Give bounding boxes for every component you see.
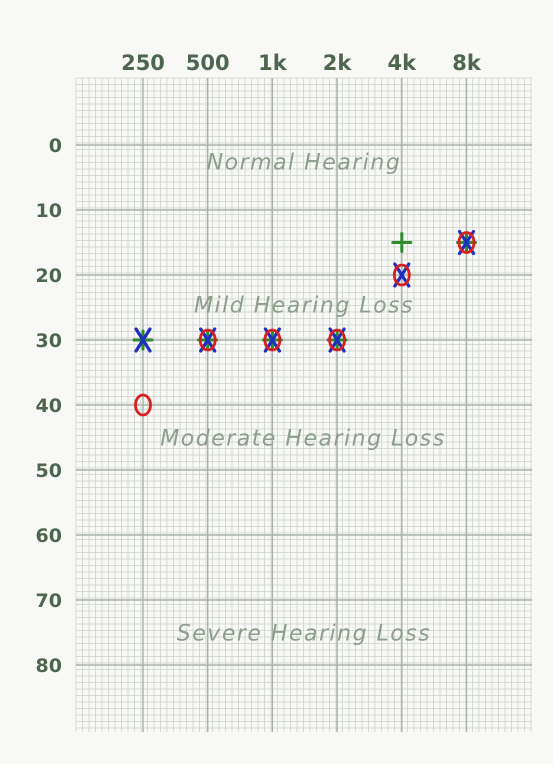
y-tick-label: 20 xyxy=(36,265,62,287)
marker-o xyxy=(392,263,411,287)
x-tick-label: 2k xyxy=(323,51,353,75)
y-axis-tick-labels: 0 10 20 30 40 50 60 70 80 xyxy=(36,135,62,677)
marker-o xyxy=(134,393,152,417)
hearing-band-label: Mild Hearing Loss xyxy=(194,293,414,318)
marker-o xyxy=(328,328,347,352)
y-tick-label: 50 xyxy=(36,460,62,482)
hearing-band-label: Moderate Hearing Loss xyxy=(160,427,445,452)
marker-o xyxy=(263,328,282,352)
x-tick-label: 500 xyxy=(186,51,230,75)
marker-x xyxy=(134,327,152,353)
grid-major-lines xyxy=(76,78,532,732)
x-tick-label: 250 xyxy=(121,51,165,75)
hearing-band-label: Normal Hearing xyxy=(207,150,402,175)
y-tick-label: 60 xyxy=(36,525,62,547)
y-tick-label: 80 xyxy=(36,655,62,677)
y-tick-label: 30 xyxy=(36,330,62,352)
hearing-band-label: Severe Hearing Loss xyxy=(177,622,431,647)
y-tick-label: 10 xyxy=(36,200,62,222)
y-tick-label: 0 xyxy=(49,135,62,157)
x-tick-label: 1k xyxy=(258,51,288,75)
x-tick-label: 8k xyxy=(452,51,482,75)
marker-o xyxy=(198,328,217,352)
hearing-band-labels: Normal Hearing Mild Hearing Loss Moderate … xyxy=(160,150,445,647)
y-tick-label: 70 xyxy=(36,590,62,612)
x-tick-label: 4k xyxy=(388,51,418,75)
marker-o xyxy=(457,231,476,254)
data-points xyxy=(132,229,477,417)
x-axis-tick-labels: 250 500 1k 2k 4k 8k xyxy=(121,51,482,75)
y-tick-label: 40 xyxy=(36,395,62,417)
marker-plus xyxy=(391,232,413,253)
